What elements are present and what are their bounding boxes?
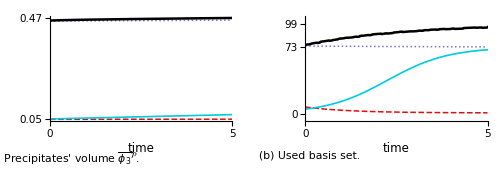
Text: (b) Used basis set.: (b) Used basis set. — [260, 151, 360, 161]
X-axis label: time: time — [128, 142, 154, 154]
Text: (a) Precipitates' volume $\overline{\phi_3}^{\mathcal{P}}$.: (a) Precipitates' volume $\overline{\phi… — [0, 151, 140, 167]
X-axis label: time: time — [383, 142, 410, 154]
